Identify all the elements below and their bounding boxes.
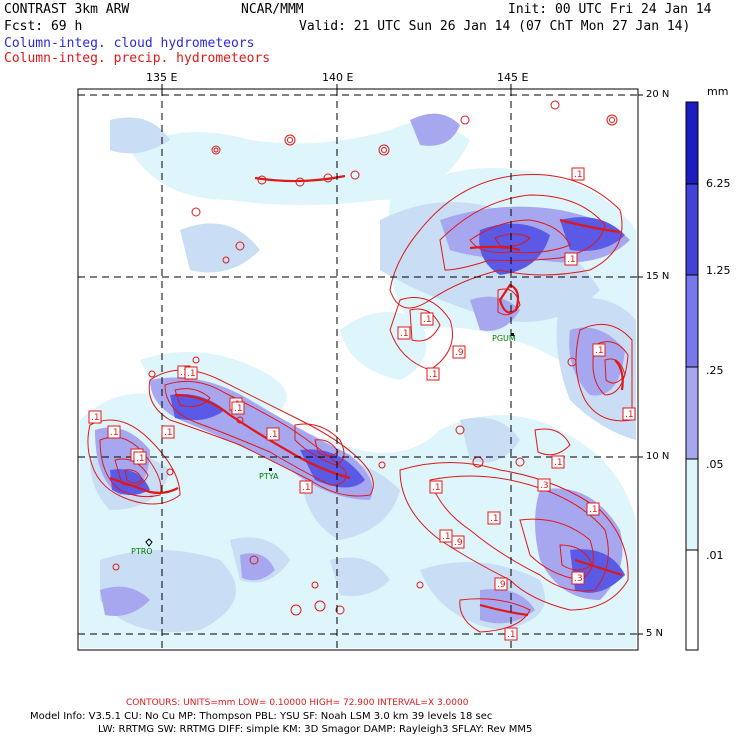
contour-label: .1 [423, 315, 432, 325]
legend-precip: Column-integ. precip. hydrometeors [4, 51, 271, 66]
contour-info: CONTOURS: UNITS=mm LOW= 0.10000 HIGH= 72… [126, 698, 469, 708]
contour-label: .1 [136, 454, 145, 464]
contour-label: .1 [625, 410, 634, 420]
contour-label: .1 [91, 413, 100, 423]
lat-label-10: 10 N [646, 451, 670, 462]
colorbar [685, 101, 699, 651]
contour-label-box [130, 448, 144, 462]
contour-label: .1 [567, 255, 576, 265]
contour-label: .3 [574, 574, 583, 584]
station-pgum: PGUM [492, 334, 516, 343]
contour-label-box [266, 427, 280, 441]
contour-label: .1 [180, 368, 189, 378]
contour-label: .1 [589, 505, 598, 515]
contour-label-box [439, 529, 453, 543]
contour-label-box [487, 511, 501, 525]
init-time: Init: 00 UTC Fri 24 Jan 14 [508, 2, 712, 17]
contour-label-box [571, 571, 585, 585]
contour-label: .1 [164, 428, 173, 438]
lat-label-20: 20 N [646, 89, 670, 100]
contour-label: .1 [234, 404, 243, 414]
contour-label-box [229, 397, 243, 411]
contour-label: .9 [454, 538, 463, 548]
contour-label-box [451, 535, 465, 549]
contour-label-box [564, 252, 578, 266]
contour-label-box [88, 410, 102, 424]
contour-label-box [426, 367, 440, 381]
contour-label-box [397, 326, 411, 340]
contour-label: .1 [232, 400, 241, 410]
legend-cloud: Column-integ. cloud hydrometeors [4, 36, 255, 51]
contour-label: .1 [574, 170, 583, 180]
contour-label-box [107, 425, 121, 439]
lat-label-15: 15 N [646, 271, 670, 282]
contour-label-box [622, 407, 636, 421]
contour-label-box [452, 345, 466, 359]
station-ptro: PTRO [131, 547, 153, 556]
contour-label: .1 [442, 532, 451, 542]
contour-label: .1 [133, 451, 142, 461]
contour-label: .9 [455, 348, 464, 358]
lon-label-135: 135 E [146, 71, 178, 84]
valid-time: Valid: 21 UTC Sun 26 Jan 14 (07 ChT Mon … [299, 19, 691, 34]
contour-label-box [429, 480, 443, 494]
lon-label-145: 145 E [497, 71, 529, 84]
lon-label-140: 140 E [322, 71, 354, 84]
colorbar-label-.05: .05 [706, 458, 724, 471]
contour-label: .1 [432, 483, 441, 493]
contour-label-box [571, 167, 585, 181]
contour-label-box [231, 401, 245, 415]
station-ptya: PTYA [259, 472, 279, 481]
contour-label-box [592, 343, 606, 357]
colorbar-unit: mm [707, 85, 729, 98]
contour-label-box [504, 627, 518, 641]
contour-label-box [537, 478, 551, 492]
contour-label: .3 [540, 481, 549, 491]
contour-label: .1 [429, 370, 438, 380]
contour-label-box [133, 451, 147, 465]
contour-label: .1 [595, 346, 604, 356]
contour-label: .1 [187, 369, 196, 379]
institution-label: NCAR/MMM [241, 2, 304, 17]
map-frame [77, 88, 639, 651]
contour-label-box [494, 577, 508, 591]
contour-label-box [299, 480, 313, 494]
contour-label: .1 [554, 458, 563, 468]
contour-label: .1 [269, 430, 278, 440]
contour-label-box [177, 365, 191, 379]
model-info-line2: LW: RRTMG SW: RRTMG DIFF: simple KM: 3D … [98, 724, 533, 735]
contour-label: .1 [302, 483, 311, 493]
contour-label-box [592, 343, 606, 357]
colorbar-label-.25: .25 [706, 364, 724, 377]
contour-label-box [551, 455, 565, 469]
contour-label: .1 [110, 428, 119, 438]
colorbar-label-.01: .01 [706, 549, 724, 562]
contour-label-box [586, 502, 600, 516]
contour-label: .1 [595, 346, 604, 356]
contour-label-box [420, 312, 434, 326]
model-info-line1: Model Info: V3.5.1 CU: No Cu MP: Thompso… [30, 711, 493, 722]
contour-label-box [184, 366, 198, 380]
contour-label: .1 [490, 514, 499, 524]
lat-label-5: 5 N [646, 628, 664, 639]
contour-label: .1 [507, 630, 516, 640]
colorbar-label-6.25: 6.25 [706, 177, 731, 190]
forecast-hour: Fcst: 69 h [4, 19, 83, 34]
contour-label: .9 [497, 580, 506, 590]
colorbar-label-1.25: 1.25 [706, 264, 731, 277]
contour-label: .1 [400, 329, 409, 339]
model-title: CONTRAST 3km ARW [4, 2, 130, 17]
contour-label-box [161, 425, 175, 439]
